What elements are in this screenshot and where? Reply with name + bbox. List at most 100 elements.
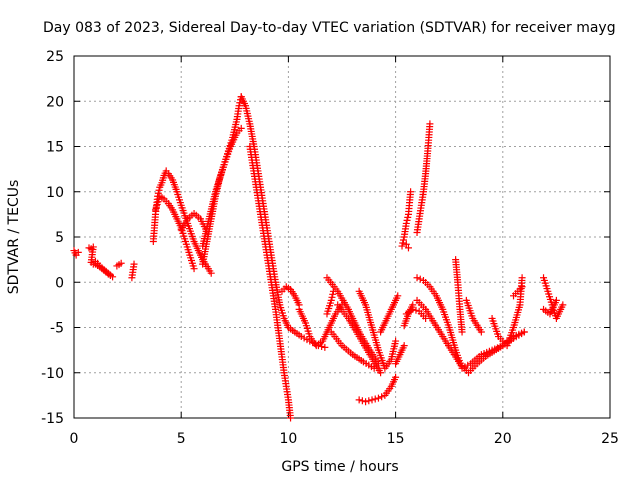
y-tick-label: 10 [46,185,64,201]
data-point [374,394,382,402]
data-points [70,93,567,422]
data-point [404,213,412,221]
data-point [399,236,407,244]
series-g [151,192,198,273]
series-u [355,373,400,406]
x-tick-label: 5 [177,431,186,447]
series-s [355,287,400,372]
data-point [426,120,434,128]
data-point [74,248,82,256]
series-d [113,259,125,270]
data-point [403,216,411,224]
x-tick-labels: 0 5 10 15 20 25 [70,431,619,447]
data-point [518,274,526,282]
data-point [368,396,376,404]
x-tick-label: 20 [494,431,512,447]
x-tick-label: 15 [387,431,405,447]
y-tick-label: -5 [50,321,64,337]
data-point [392,337,400,345]
series-c [91,260,117,281]
data-point [377,369,385,377]
series-q [327,328,378,372]
data-point [328,293,336,301]
y-tick-label: 20 [46,94,64,110]
data-point [321,343,329,351]
chart-title: Day 083 of 2023, Sidereal Day-to-day VTE… [43,20,616,36]
data-point [235,102,243,110]
series-i2 [540,296,560,318]
data-point [236,99,244,107]
series-y1 [402,240,412,252]
data-point [402,240,410,248]
data-point [130,260,138,268]
x-tick-label: 10 [279,431,297,447]
x-tick-label: 0 [70,431,79,447]
data-point [329,290,337,298]
series-m [278,283,303,309]
data-point [237,124,245,132]
data-point [416,275,424,283]
data-point [378,393,386,401]
series-h [177,209,211,236]
data-point [398,242,406,250]
data-point [399,239,407,247]
series-e2 [462,296,485,336]
y-axis-label: SDTVAR / TECUs [6,180,22,295]
y-tick-label: 5 [55,230,64,246]
data-point [155,186,163,194]
data-point [355,396,363,404]
data-point [407,188,415,196]
data-point [477,328,485,336]
data-point [518,283,526,291]
data-point [371,395,379,403]
data-point [392,373,400,381]
series-x1 [398,188,415,250]
grid-lines [74,56,610,418]
x-axis-label: GPS time / hours [281,459,398,475]
series-g2 [510,283,526,300]
y-tick-label: 25 [46,49,64,65]
y-tick-label: -10 [41,366,64,382]
y-tick-labels: -15 -10 -5 0 5 10 15 20 25 [41,49,64,427]
series-c2 [402,305,430,322]
data-point [362,398,370,406]
data-point [109,273,117,281]
series-d2 [452,256,466,336]
data-point [117,259,125,267]
data-point [207,269,215,277]
data-point [190,265,198,273]
y-tick-label: -15 [41,411,64,427]
series-z1 [413,120,434,236]
y-tick-label: 15 [46,140,64,156]
data-point [422,314,430,322]
data-point [458,328,466,336]
data-point [394,292,402,300]
data-point [400,342,408,350]
series-b2 [413,296,528,377]
data-point [402,219,410,227]
data-point [327,296,335,304]
data-point [365,397,373,405]
series-j [199,124,245,268]
x-tick-label: 25 [601,431,619,447]
data-point [404,244,412,252]
data-point [358,397,366,405]
series-v [392,342,408,368]
series-h2 [540,274,567,322]
series-f [149,167,215,277]
data-point [413,274,421,282]
series-l [246,143,295,422]
series-f2 [488,274,526,350]
data-point [412,306,420,314]
data-point [520,328,528,336]
data-point [552,296,560,304]
series-e [128,260,138,282]
series-t [377,292,402,336]
data-point [559,301,567,309]
data-point [287,414,295,422]
series-r [334,301,385,377]
series-a [70,247,82,259]
